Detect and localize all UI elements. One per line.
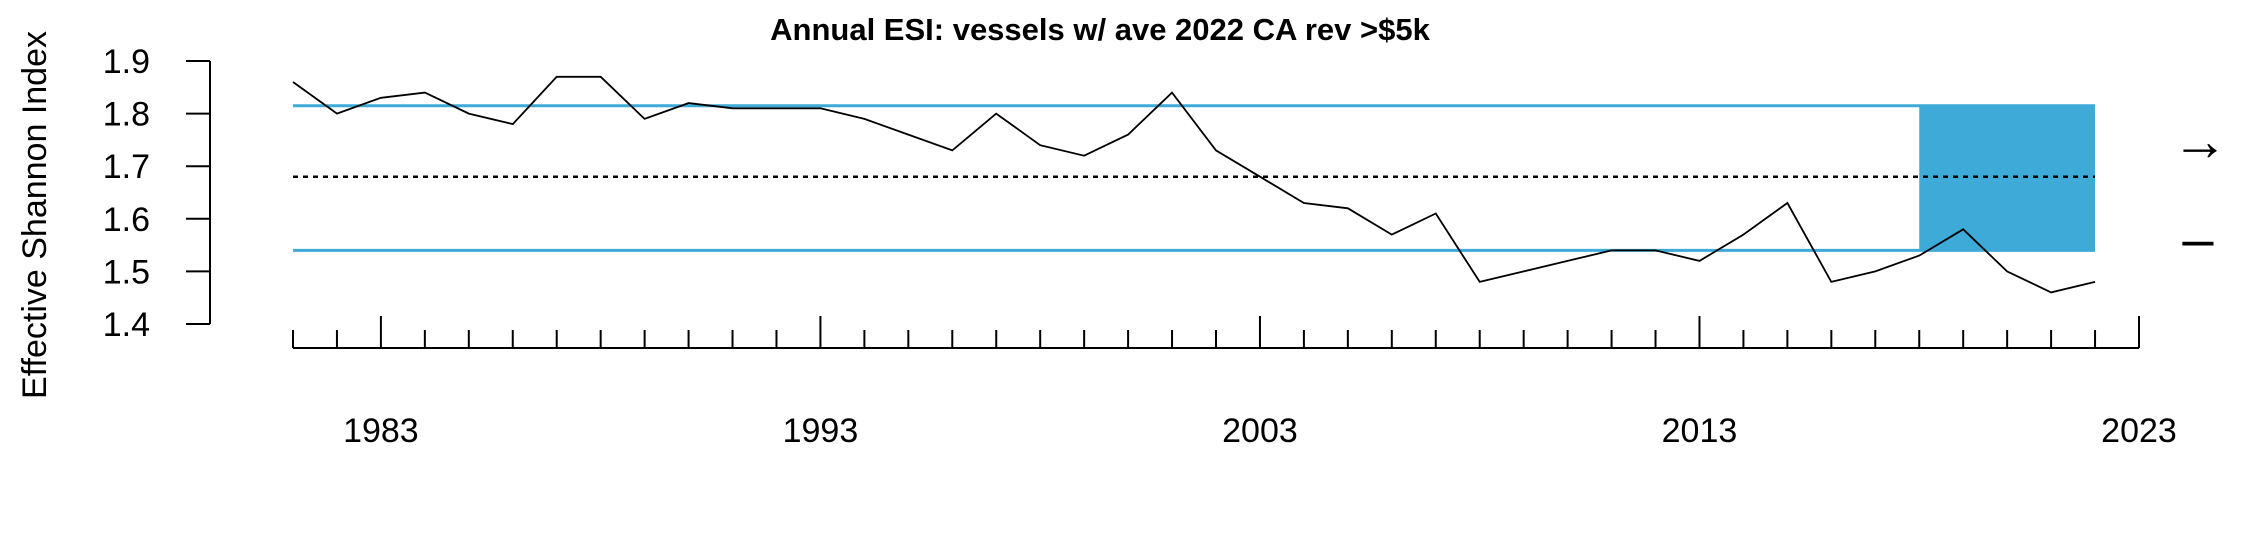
y-axis-label: Effective Shannon Index (16, 31, 54, 399)
x-tick-label: 1983 (343, 412, 419, 450)
y-tick-label: 1.6 (103, 201, 150, 239)
x-tick-label: 2003 (1222, 412, 1298, 450)
esi-series-line (292, 75, 2096, 294)
x-tick-label: 2023 (2101, 412, 2177, 450)
chart-title: Annual ESI: vessels w/ ave 2022 CA rev >… (770, 12, 1430, 47)
y-tick-label: 1.9 (103, 43, 150, 81)
x-tick-label: 1993 (783, 412, 859, 450)
plot-area: 1.4 1.5 1.6 1.7 1.8 1.9 1983 1993 2003 2013 2023 (103, 43, 2177, 450)
recent-period-shading (1919, 105, 2096, 251)
x-tick-label: 2013 (1662, 412, 1738, 450)
mean-indicator-icon: – (2182, 207, 2214, 270)
y-tick-label: 1.7 (103, 148, 150, 186)
y-tick-label: 1.8 (103, 96, 150, 134)
trend-arrow-icon: → (2172, 109, 2228, 172)
y-tick-label: 1.5 (103, 253, 150, 291)
y-tick-label: 1.4 (103, 306, 150, 344)
